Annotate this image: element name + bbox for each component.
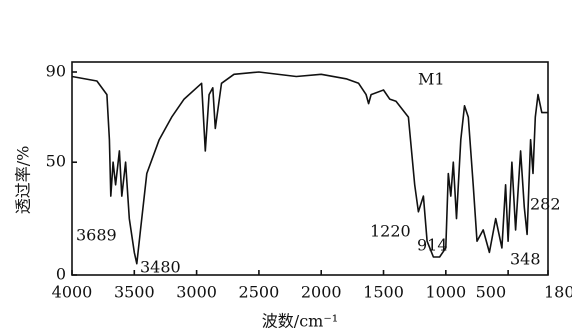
x-tick-label: 1500 [363,283,404,302]
x-tick-label: 3500 [114,283,155,302]
x-tick-label: 4000 [52,283,93,302]
y-tick-label: 50 [46,152,66,171]
peak-annotation: 3689 [76,226,117,245]
x-tick-label: 2500 [239,283,280,302]
peak-annotation: 3480 [140,258,181,277]
x-tick-label: 1000 [425,283,466,302]
x-axis-label: 波数/cm⁻¹ [262,312,338,331]
series-label: M1 [418,70,445,89]
peak-annotation: 282 [530,195,561,214]
x-tick-label: 2000 [301,283,342,302]
x-tick-label: 3000 [176,283,217,302]
peak-annotation: 348 [510,250,541,269]
x-tick-label: 180 [544,283,572,302]
spectrum-line [71,71,548,265]
peak-annotation: 1220 [370,222,411,241]
y-tick-label: 90 [46,62,66,81]
peak-annotation: 914 [417,236,448,255]
x-tick-label: 500 [476,283,507,302]
plot-frame [71,61,549,276]
y-tick-label: 0 [56,265,66,284]
y-axis-label: 透过率/% [14,146,33,215]
